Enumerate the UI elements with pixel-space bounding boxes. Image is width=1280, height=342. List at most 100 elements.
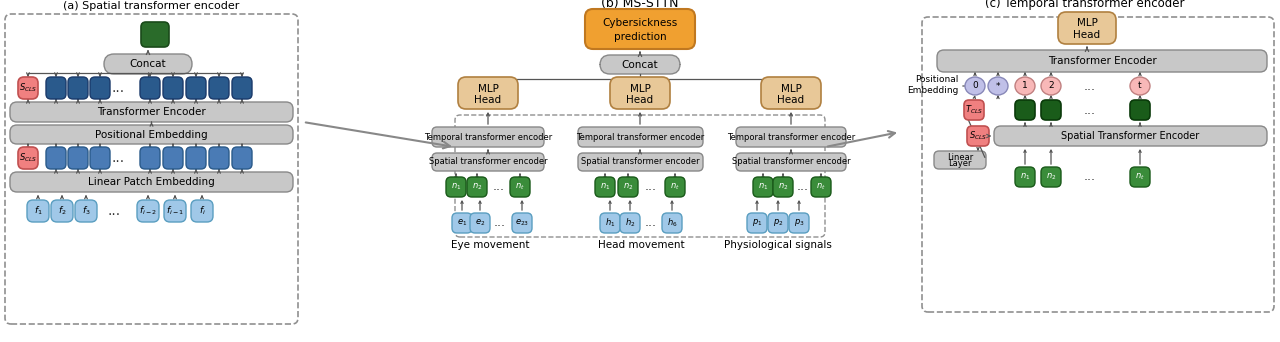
Text: ...: ... (108, 204, 120, 218)
FancyBboxPatch shape (618, 177, 637, 197)
FancyBboxPatch shape (209, 77, 229, 99)
Text: $n_t$: $n_t$ (671, 182, 680, 192)
FancyBboxPatch shape (5, 14, 298, 324)
FancyBboxPatch shape (1130, 167, 1149, 187)
Text: $f_i$: $f_i$ (198, 205, 206, 217)
FancyBboxPatch shape (585, 9, 695, 49)
FancyBboxPatch shape (445, 177, 466, 197)
Text: ...: ... (645, 181, 657, 194)
FancyBboxPatch shape (46, 77, 67, 99)
Text: prediction: prediction (613, 32, 667, 42)
FancyBboxPatch shape (579, 153, 703, 171)
FancyBboxPatch shape (934, 151, 986, 169)
FancyBboxPatch shape (1015, 167, 1036, 187)
Text: $e_2$: $e_2$ (475, 218, 485, 228)
Text: $S_{CLS}$: $S_{CLS}$ (969, 130, 987, 142)
FancyBboxPatch shape (458, 77, 518, 109)
Text: MLP: MLP (630, 84, 650, 94)
FancyBboxPatch shape (1041, 167, 1061, 187)
Ellipse shape (965, 77, 986, 95)
FancyBboxPatch shape (90, 147, 110, 169)
Text: $e_{23}$: $e_{23}$ (515, 218, 529, 228)
Text: $f_2$: $f_2$ (58, 205, 67, 217)
FancyBboxPatch shape (788, 213, 809, 233)
Text: MLP: MLP (1076, 18, 1097, 28)
FancyBboxPatch shape (966, 126, 989, 146)
FancyBboxPatch shape (595, 177, 614, 197)
FancyBboxPatch shape (18, 147, 38, 169)
FancyBboxPatch shape (753, 177, 773, 197)
Text: MLP: MLP (477, 84, 498, 94)
Text: $T_{CLS}$: $T_{CLS}$ (965, 104, 983, 116)
Text: Positional Embedding: Positional Embedding (95, 130, 207, 140)
FancyBboxPatch shape (579, 127, 703, 147)
Text: $S_{CLS}$: $S_{CLS}$ (19, 152, 37, 164)
FancyBboxPatch shape (1130, 100, 1149, 120)
FancyBboxPatch shape (186, 147, 206, 169)
FancyBboxPatch shape (467, 177, 486, 197)
Text: ...: ... (494, 215, 506, 228)
Ellipse shape (1041, 77, 1061, 95)
FancyBboxPatch shape (922, 17, 1274, 312)
Text: $n_2$: $n_2$ (623, 182, 634, 192)
Text: MLP: MLP (781, 84, 801, 94)
Text: ...: ... (111, 151, 124, 165)
FancyBboxPatch shape (27, 200, 49, 222)
FancyBboxPatch shape (964, 100, 984, 120)
FancyBboxPatch shape (762, 77, 820, 109)
Text: Concat: Concat (622, 60, 658, 69)
Text: 2: 2 (1048, 81, 1053, 91)
Text: Head movement: Head movement (598, 240, 685, 250)
Text: Spatial Transformer Encoder: Spatial Transformer Encoder (1061, 131, 1199, 141)
FancyBboxPatch shape (137, 200, 159, 222)
FancyBboxPatch shape (666, 177, 685, 197)
Text: $e_1$: $e_1$ (457, 218, 467, 228)
FancyBboxPatch shape (209, 147, 229, 169)
FancyBboxPatch shape (512, 213, 532, 233)
Text: ...: ... (111, 81, 124, 95)
FancyBboxPatch shape (995, 126, 1267, 146)
Text: $n_1$: $n_1$ (1020, 172, 1030, 182)
FancyBboxPatch shape (10, 125, 293, 144)
Text: $n_1$: $n_1$ (600, 182, 611, 192)
Text: Transformer Encoder: Transformer Encoder (97, 107, 206, 117)
Ellipse shape (988, 77, 1009, 95)
Text: 0: 0 (972, 81, 978, 91)
Text: ...: ... (1084, 171, 1096, 184)
Text: (a) Spatial transformer encoder: (a) Spatial transformer encoder (63, 1, 239, 11)
FancyBboxPatch shape (600, 55, 680, 74)
Text: $h_6$: $h_6$ (667, 217, 677, 229)
FancyBboxPatch shape (454, 115, 826, 237)
Text: Physiological signals: Physiological signals (724, 240, 832, 250)
Text: Layer: Layer (948, 159, 972, 169)
FancyBboxPatch shape (748, 213, 767, 233)
Text: t: t (1138, 81, 1142, 91)
FancyBboxPatch shape (620, 213, 640, 233)
FancyBboxPatch shape (1041, 100, 1061, 120)
FancyBboxPatch shape (1059, 12, 1116, 44)
Text: (b) MS-STTN: (b) MS-STTN (602, 0, 678, 11)
FancyBboxPatch shape (232, 147, 252, 169)
FancyBboxPatch shape (452, 213, 472, 233)
Text: $f_{i-2}$: $f_{i-2}$ (140, 205, 157, 217)
Text: (c) Temporal transformer encoder: (c) Temporal transformer encoder (986, 0, 1185, 11)
Text: $n_2$: $n_2$ (472, 182, 483, 192)
FancyBboxPatch shape (662, 213, 682, 233)
Text: Head: Head (475, 95, 502, 105)
Text: $n_1$: $n_1$ (451, 182, 461, 192)
Text: $f_1$: $f_1$ (33, 205, 42, 217)
Text: ...: ... (1084, 104, 1096, 117)
Text: Temporal transformer encoder: Temporal transformer encoder (727, 132, 855, 142)
Text: Head: Head (777, 95, 805, 105)
Text: ...: ... (493, 181, 506, 194)
FancyBboxPatch shape (600, 213, 620, 233)
Text: *: * (996, 81, 1000, 91)
Text: Head: Head (626, 95, 654, 105)
Ellipse shape (1015, 77, 1036, 95)
FancyBboxPatch shape (433, 153, 544, 171)
Text: $p_2$: $p_2$ (773, 218, 783, 228)
Text: Spatial transformer encoder: Spatial transformer encoder (581, 158, 699, 167)
Text: 1: 1 (1023, 81, 1028, 91)
FancyBboxPatch shape (104, 54, 192, 74)
Text: Transformer Encoder: Transformer Encoder (1047, 56, 1156, 66)
